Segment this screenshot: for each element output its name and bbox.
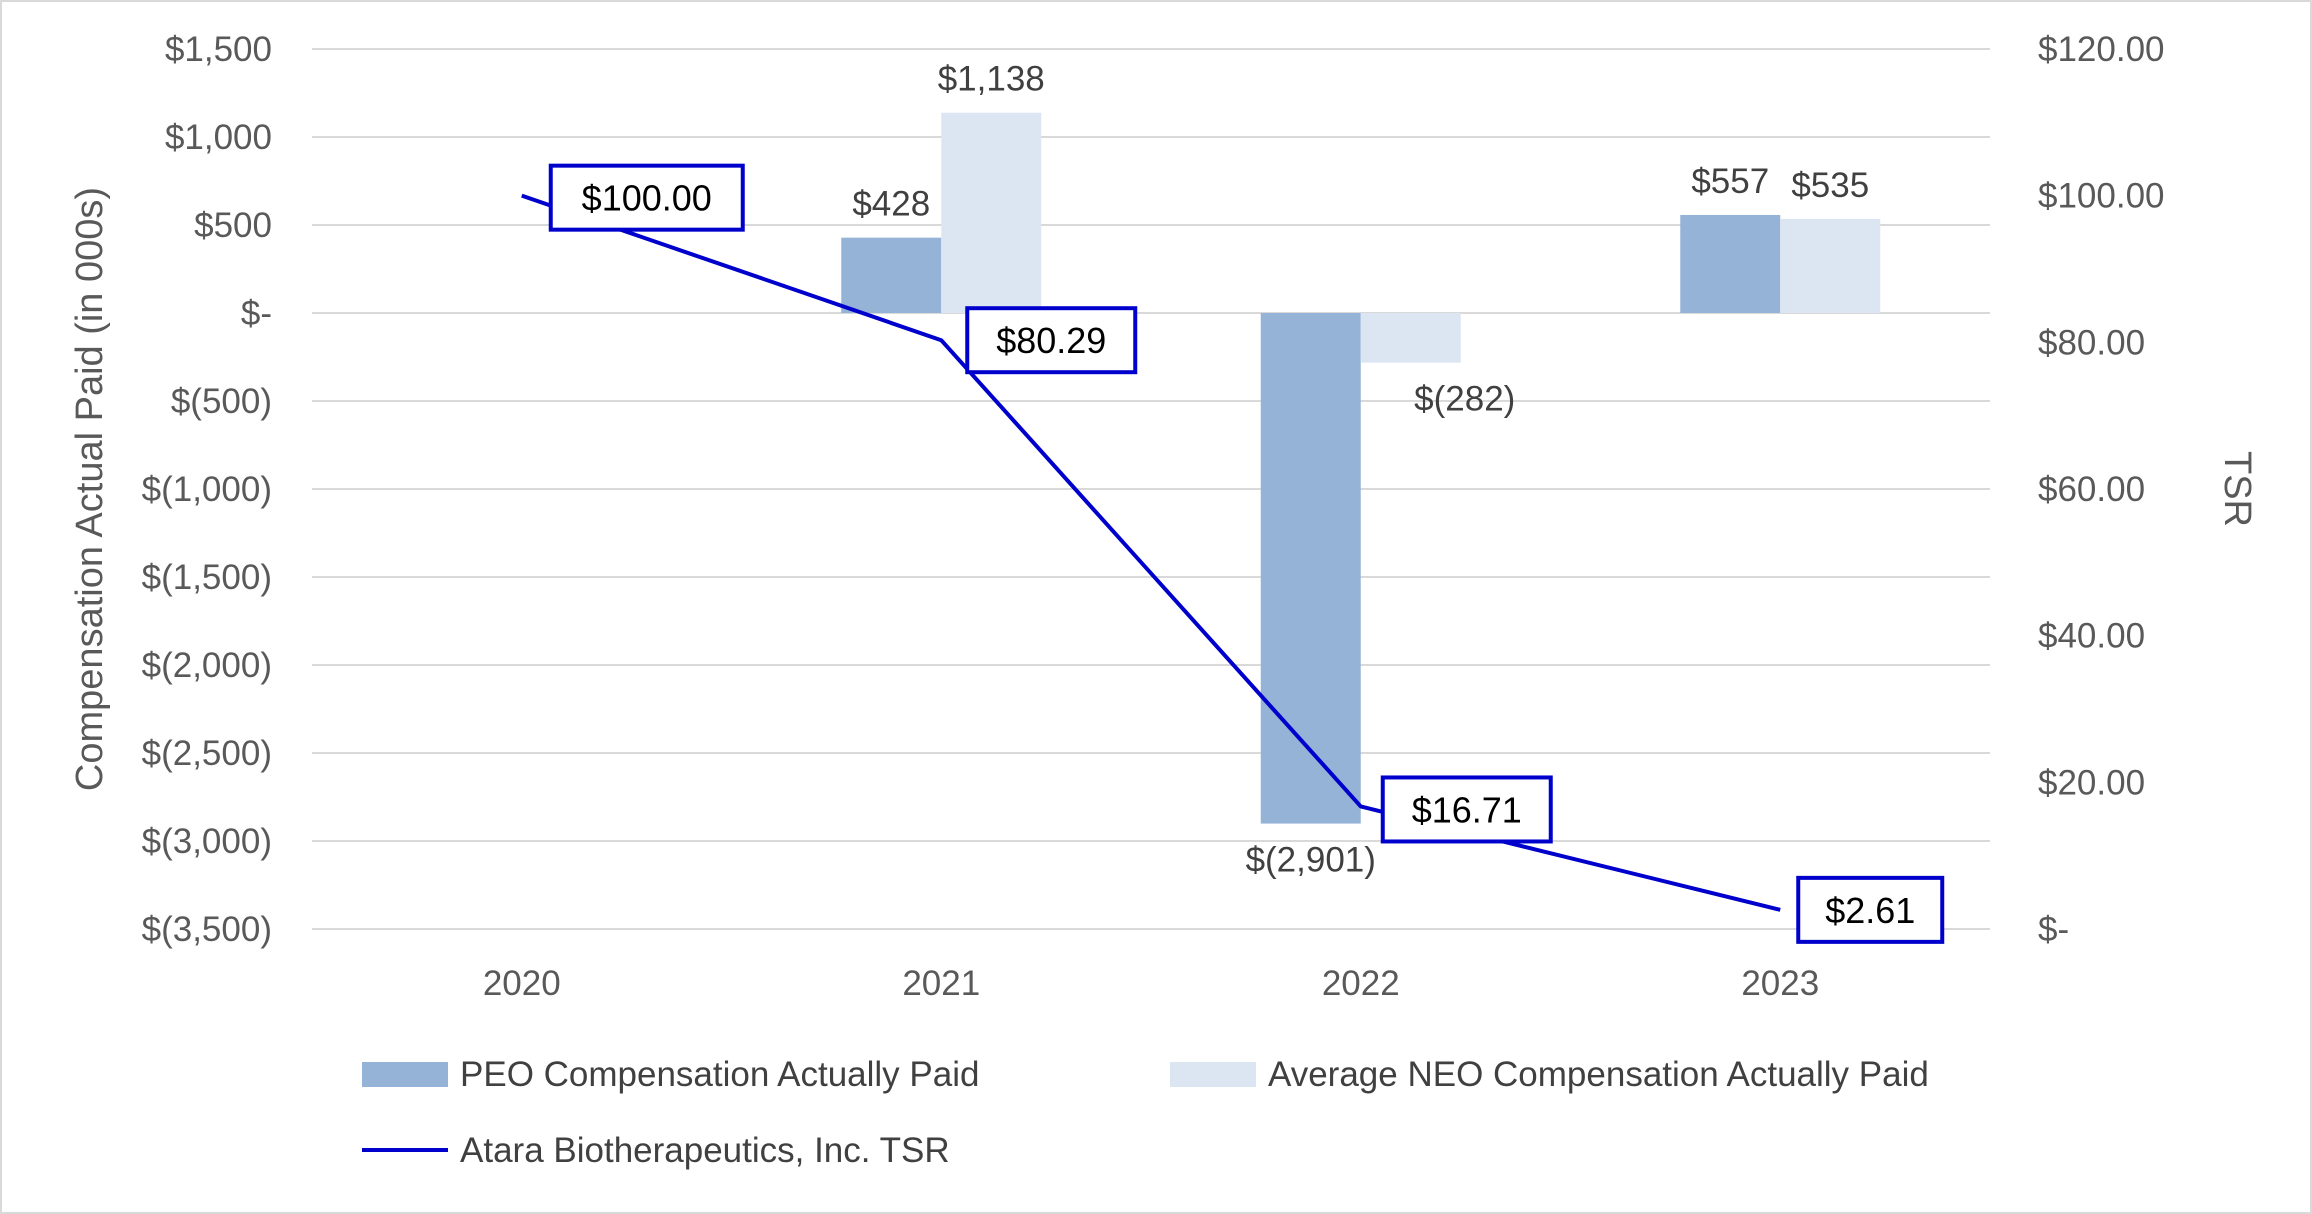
peo-bar [841,237,942,313]
neo-data-label: $1,138 [938,60,1045,99]
y-left-tick-label: $(2,000) [142,646,272,685]
peo-data-label: $428 [852,185,930,224]
y-left-tick-label: $500 [194,206,272,245]
peo-bar [1260,313,1361,824]
y-left-tick-label: $1,500 [165,30,272,69]
neo-bar [941,112,1042,313]
legend-label-peo: PEO Compensation Actually Paid [460,1055,979,1094]
tsr-label-box [1796,875,1945,944]
tsr-line [521,193,1781,912]
neo-bar [1360,313,1461,363]
neo-data-label: $(282) [1414,380,1515,419]
bars [841,112,1881,824]
data-labels: $428 $(2,901) $557 $1,138 $(282) $535 $100.00 $… [548,60,1945,944]
y-right-tick-label: $- [2038,910,2069,949]
y-left-tick-label: $(3,000) [142,822,272,861]
tsr-data-label: $80.29 [996,320,1106,361]
axes: $1,500 $1,000 $500 $- $(500) $(1,000) $(1,500)… [69,30,2258,1003]
y-left-tick-label: $(2,500) [142,734,272,773]
y-right-tick-label: $60.00 [2038,470,2145,509]
y-right-tick-label: $120.00 [2038,30,2165,69]
y-right-axis-title: TSR [2216,451,2258,527]
peo-bar [1680,214,1781,313]
legend-label-tsr: Atara Biotherapeutics, Inc. TSR [460,1131,950,1170]
legend-label-neo: Average NEO Compensation Actually Paid [1268,1055,1929,1094]
tsr-label-box [965,306,1138,375]
x-tick-label: 2022 [1322,964,1400,1003]
legend-swatch-peo [362,1062,448,1087]
peo-data-label: $557 [1691,162,1769,201]
y-left-tick-label: $1,000 [165,118,272,157]
y-left-axis-title: Compensation Actual Paid (in 000s) [69,187,111,791]
y-left-tick-label: $(3,500) [142,910,272,949]
tsr-data-label: $2.61 [1825,890,1915,931]
tsr-data-label: $16.71 [1412,789,1522,830]
x-tick-label: 2023 [1741,964,1819,1003]
peo-data-label: $(2,901) [1246,841,1376,880]
legend-swatch-neo [1170,1062,1256,1087]
y-right-tick-label: $20.00 [2038,763,2145,802]
y-left-tick-label: $(1,000) [142,470,272,509]
y-left-tick-label: $(500) [171,382,272,421]
y-right-tick-label: $80.00 [2038,323,2145,362]
x-tick-label: 2021 [902,964,980,1003]
neo-data-label: $535 [1791,166,1869,205]
tsr-label-box [1380,775,1553,844]
y-right-tick-label: $40.00 [2038,617,2145,656]
tsr-label-box [548,163,745,232]
x-tick-label: 2020 [483,964,561,1003]
legend: PEO Compensation Actually Paid Average NE… [362,1055,1929,1170]
y-right-tick-label: $100.00 [2038,177,2165,216]
tsr-data-label: $100.00 [582,178,712,219]
tsr-line-layer [521,193,1781,912]
y-left-tick-label: $- [241,294,272,333]
y-left-tick-label: $(1,500) [142,558,272,597]
neo-bar [1780,218,1881,313]
